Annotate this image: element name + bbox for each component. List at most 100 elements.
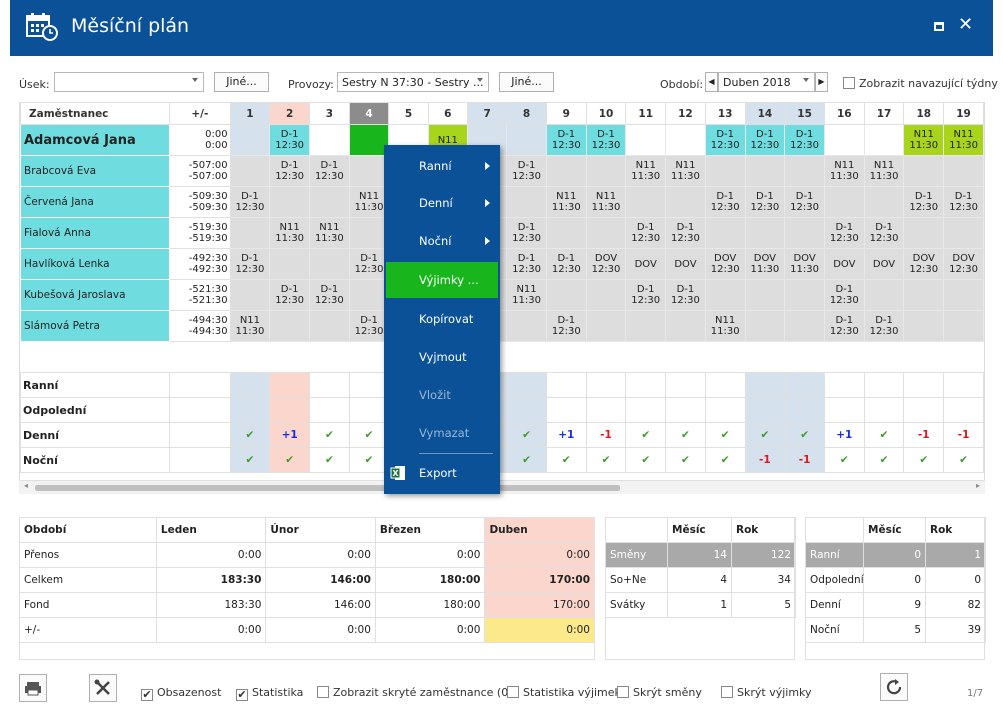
shift-cell[interactable]: D-1|12:30D-112:30 — [704, 124, 746, 156]
day-header[interactable]: 11 — [625, 102, 667, 125]
employee-name[interactable]: Adamcová Jana — [20, 124, 171, 156]
print-button[interactable] — [19, 674, 47, 702]
shift-cell[interactable] — [229, 217, 271, 249]
scroll-left-icon[interactable]: ◂ — [24, 481, 29, 490]
day-header[interactable]: 1 — [229, 102, 271, 125]
maximize-button[interactable] — [934, 22, 944, 31]
day-header[interactable]: 13 — [704, 102, 746, 125]
shift-cell[interactable]: D-1|12:30D-112:30 — [625, 279, 667, 311]
shift-cell[interactable]: D-1|12:30D-112:30 — [229, 248, 271, 280]
menu-item-ranni[interactable]: Ranní — [384, 148, 500, 184]
shift-cell[interactable] — [309, 124, 350, 156]
shift-cell[interactable]: DOV|DOV — [625, 248, 667, 280]
horizontal-scrollbar[interactable]: ◂ ▸ — [19, 480, 985, 494]
shift-cell[interactable]: DOV|DOV — [823, 248, 865, 280]
shift-cell[interactable] — [625, 310, 667, 342]
day-header[interactable]: 4 — [348, 102, 390, 125]
shift-cell[interactable] — [863, 186, 905, 218]
shift-cell[interactable]: D-1|12:30D-112:30 — [348, 248, 390, 280]
shift-cell[interactable] — [903, 155, 945, 187]
shift-cell[interactable]: D-1|12:30D-112:30 — [506, 155, 547, 187]
employee-name[interactable]: Červená Jana — [20, 186, 171, 218]
day-header[interactable]: 12 — [665, 102, 706, 125]
shift-cell[interactable] — [903, 279, 945, 311]
shift-cell[interactable] — [545, 155, 587, 187]
plan-grid[interactable]: Zaměstnanec +/- 1 2 3 4 5 6 7 8 9 10 11 12 13 14 15 16 17 1… — [19, 102, 985, 494]
shift-cell[interactable]: D-1|12:30D-112:30 — [784, 186, 825, 218]
close-button[interactable]: ✕ — [958, 14, 974, 35]
shift-cell[interactable]: D-1|12:30D-112:30 — [506, 217, 547, 249]
shift-cell[interactable] — [704, 155, 746, 187]
shift-cell[interactable] — [625, 124, 667, 156]
shift-cell[interactable] — [704, 217, 746, 249]
shift-cell[interactable]: D-1|12:30D-112:30 — [744, 124, 786, 156]
usek-combo[interactable] — [54, 72, 204, 92]
jine-usek-button[interactable]: Jiné... — [214, 72, 269, 92]
shift-cell[interactable]: DOV|DOV — [665, 248, 706, 280]
shift-cell[interactable] — [506, 186, 547, 218]
skryt-smeny-checkbox[interactable]: Skrýt směny — [617, 686, 702, 699]
skryt-vyjimky-checkbox[interactable]: Skrýt výjimky — [721, 686, 812, 699]
shift-cell[interactable]: D-1|12:30D-112:30 — [903, 186, 945, 218]
shift-cell[interactable] — [784, 279, 825, 311]
shift-cell[interactable] — [625, 186, 667, 218]
statistika-checkbox[interactable]: ✔ Statistika — [236, 686, 304, 701]
shift-cell[interactable] — [744, 279, 786, 311]
shift-cell[interactable]: D-1|12:30D-112:30 — [545, 124, 587, 156]
menu-item-denni[interactable]: Denní — [384, 185, 500, 221]
shift-cell[interactable] — [348, 155, 390, 187]
shift-cell[interactable] — [903, 217, 945, 249]
shift-cell[interactable] — [943, 310, 984, 342]
refresh-button[interactable] — [880, 673, 908, 701]
shift-cell[interactable] — [585, 279, 627, 311]
shift-cell[interactable] — [545, 217, 587, 249]
shift-cell[interactable] — [506, 310, 547, 342]
shift-cell[interactable]: D-1|12:30D-112:30 — [309, 155, 350, 187]
shift-cell[interactable]: D-1|12:30D-112:30 — [943, 186, 984, 218]
employee-column-header[interactable]: Zaměstnanec — [20, 102, 171, 125]
next-month-button[interactable]: ▶ — [815, 72, 828, 92]
shift-cell[interactable] — [348, 124, 390, 156]
zobrazit-tydny-checkbox[interactable]: Zobrazit navazující týdny — [843, 77, 998, 90]
employee-name[interactable]: Fialová Anna — [20, 217, 171, 249]
shift-cell[interactable] — [229, 279, 271, 311]
day-header[interactable]: 8 — [506, 102, 547, 125]
shift-cell[interactable] — [229, 124, 271, 156]
menu-item-vyjmout[interactable]: Vyjmout — [419, 350, 467, 364]
day-header[interactable]: 7 — [467, 102, 508, 125]
shift-cell[interactable]: D-1|12:30D-112:30 — [309, 279, 350, 311]
shift-cell[interactable] — [903, 310, 945, 342]
shift-cell[interactable]: D-1|12:30D-112:30 — [744, 186, 786, 218]
day-header[interactable]: 10 — [585, 102, 627, 125]
shift-cell[interactable] — [784, 310, 825, 342]
shift-cell[interactable] — [784, 155, 825, 187]
menu-item-vyjimky[interactable]: Výjimky ... — [386, 262, 498, 298]
menu-item-export[interactable]: X Export — [384, 455, 500, 491]
day-header[interactable]: 18 — [903, 102, 945, 125]
day-header[interactable]: 14 — [744, 102, 786, 125]
zobrazit-skryte-checkbox[interactable]: Zobrazit skryté zaměstnance (0) — [317, 686, 512, 699]
employee-name[interactable]: Kubešová Jaroslava — [20, 279, 171, 311]
balance-column-header[interactable]: +/- — [169, 102, 231, 125]
shift-cell[interactable]: D-1|12:30D-112:30 — [823, 217, 865, 249]
scroll-right-icon[interactable]: ▸ — [975, 481, 980, 490]
employee-name[interactable]: Havlíková Lenka — [20, 248, 171, 280]
shift-cell[interactable]: D-1|12:30D-112:30 — [625, 217, 667, 249]
shift-cell[interactable]: D-1|12:30D-112:30 — [269, 124, 310, 156]
shift-cell[interactable] — [269, 248, 310, 280]
day-header[interactable]: 3 — [309, 102, 350, 125]
shift-cell[interactable] — [585, 217, 627, 249]
